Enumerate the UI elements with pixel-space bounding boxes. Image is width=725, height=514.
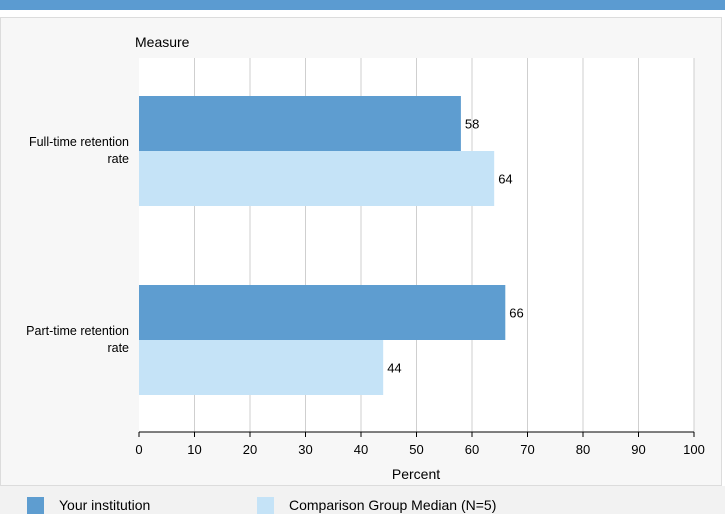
legend-label: Comparison Group Median (N=5) xyxy=(289,497,496,513)
bar xyxy=(139,151,495,206)
x-tick-label: 70 xyxy=(520,442,534,457)
category-label: Part-time retention xyxy=(26,324,129,338)
bar-value-label: 58 xyxy=(465,117,479,132)
header-accent-bar xyxy=(0,0,725,10)
x-tick-label: 40 xyxy=(354,442,368,457)
x-tick-label: 0 xyxy=(135,442,142,457)
x-axis-title: Percent xyxy=(392,466,440,482)
bar-value-label: 66 xyxy=(509,306,523,321)
legend-swatch xyxy=(27,497,44,514)
bar-value-label: 64 xyxy=(498,172,512,187)
legend-swatch xyxy=(257,497,274,514)
x-tick-label: 20 xyxy=(243,442,257,457)
bar-value-label: 44 xyxy=(387,361,401,376)
legend: Your institution Comparison Group Median … xyxy=(27,497,496,514)
bars xyxy=(139,96,506,395)
x-tick-label: 10 xyxy=(187,442,201,457)
y-axis-title: Measure xyxy=(135,34,190,50)
data-labels: 58 64 66 44 xyxy=(387,117,524,376)
y-axis-categories: Full-time retention rate Part-time retenti… xyxy=(26,135,129,355)
x-axis-ticks: 0 10 20 30 40 50 60 70 80 90 100 xyxy=(135,432,705,457)
x-tick-label: 50 xyxy=(409,442,423,457)
bar xyxy=(139,285,506,340)
bar xyxy=(139,96,461,151)
x-tick-label: 100 xyxy=(683,442,705,457)
legend-label: Your institution xyxy=(59,497,150,513)
x-tick-label: 60 xyxy=(465,442,479,457)
x-tick-label: 80 xyxy=(576,442,590,457)
x-tick-label: 90 xyxy=(631,442,645,457)
legend-strip xyxy=(0,486,725,514)
category-label: rate xyxy=(107,341,129,355)
category-label: Full-time retention xyxy=(29,135,129,149)
x-tick-label: 30 xyxy=(298,442,312,457)
category-label: rate xyxy=(107,152,129,166)
bar xyxy=(139,340,384,395)
